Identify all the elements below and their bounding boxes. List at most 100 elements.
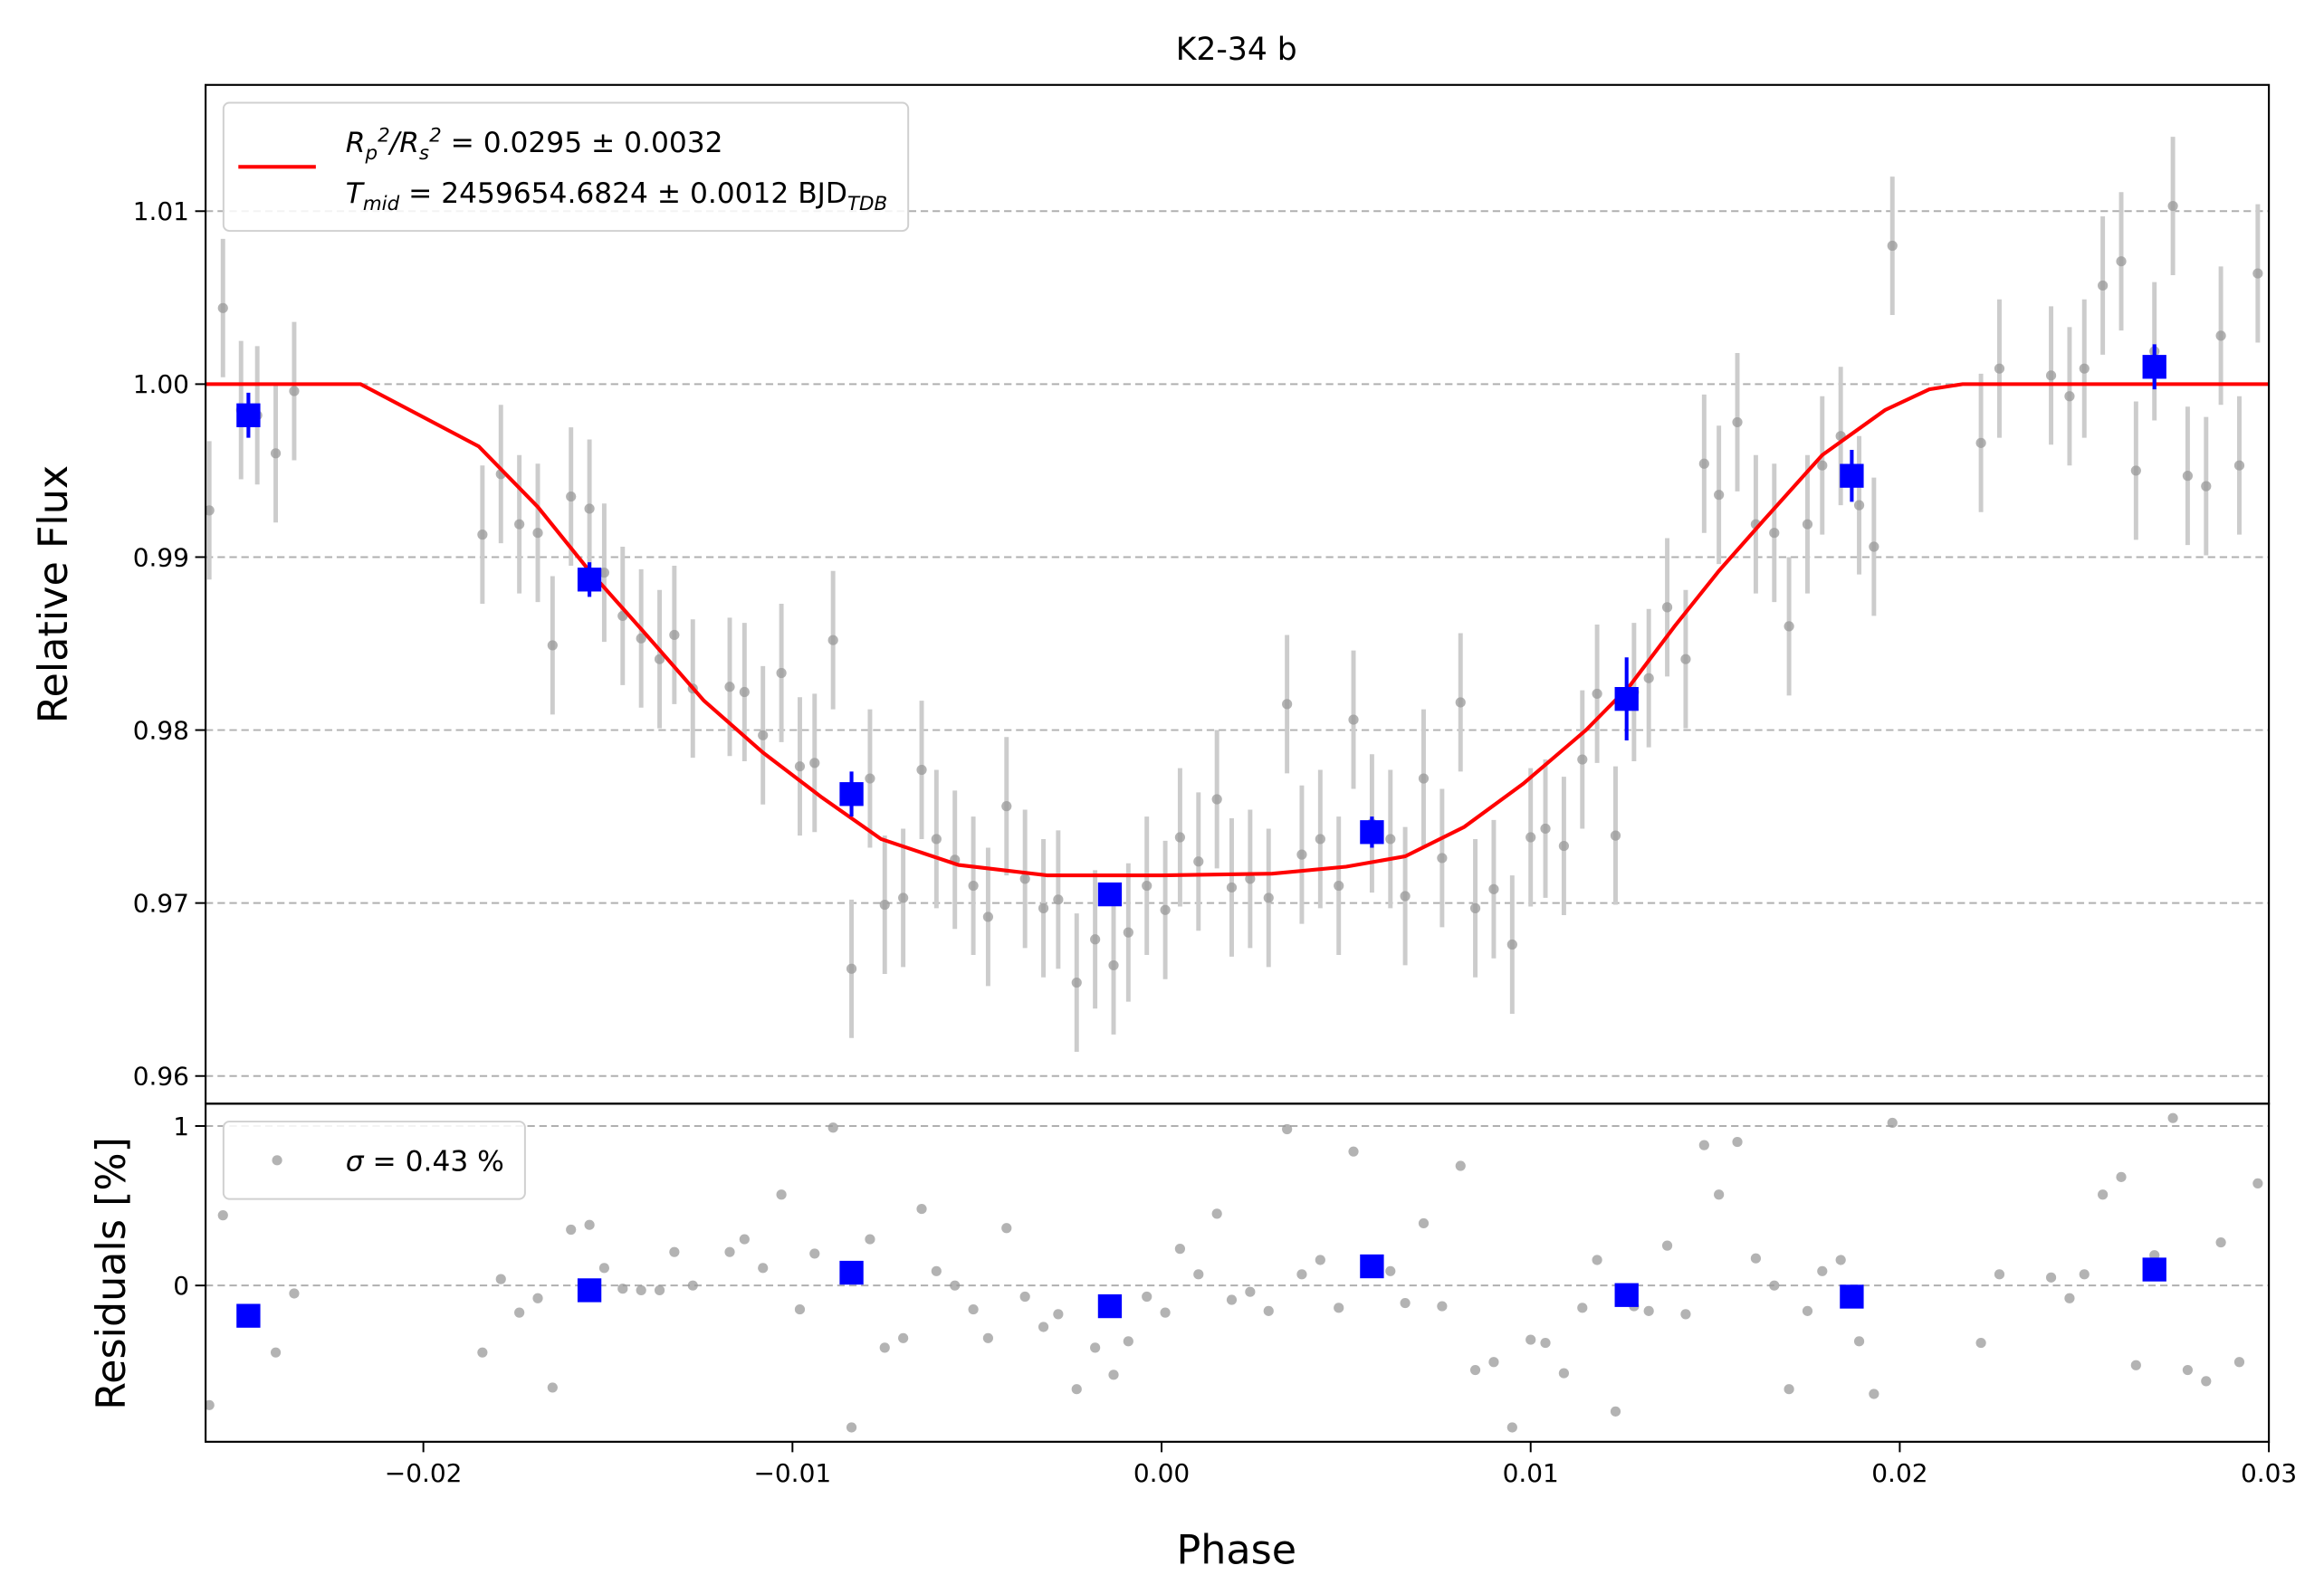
data-point <box>2215 330 2226 341</box>
data-point <box>1853 500 1865 511</box>
data-point <box>1540 823 1551 835</box>
data-point <box>865 1234 875 1245</box>
data-point <box>1315 1255 1325 1265</box>
data-point <box>2079 363 2090 374</box>
binned-point <box>2142 355 2166 379</box>
data-point <box>1090 1342 1101 1353</box>
data-point <box>1680 1309 1691 1320</box>
data-point <box>270 448 282 459</box>
data-point <box>1193 856 1204 867</box>
data-point <box>495 1274 506 1284</box>
axes-frame <box>205 1102 2271 1443</box>
data-point <box>1053 1309 1064 1320</box>
data-point <box>1506 939 1517 950</box>
data-point <box>931 1265 942 1276</box>
data-point <box>1488 1357 1499 1368</box>
data-point <box>1142 880 1152 892</box>
data-point <box>724 682 735 692</box>
data-point <box>1001 801 1012 812</box>
data-point <box>1469 1364 1481 1376</box>
data-point <box>1610 1406 1621 1417</box>
data-point <box>2233 460 2245 471</box>
plot-area <box>206 137 2281 1052</box>
legend-swatch <box>272 1155 282 1166</box>
data-point <box>809 758 820 768</box>
data-point <box>1282 1123 1293 1135</box>
data-point <box>1506 1422 1517 1433</box>
x-tick-label: −0.02 <box>385 1458 463 1488</box>
data-point <box>1348 714 1359 725</box>
data-point <box>1540 1337 1551 1349</box>
y-tick-label: 0.98 <box>133 715 189 745</box>
data-point <box>1558 840 1569 852</box>
data-point <box>1525 832 1536 843</box>
x-tick-label: 0.02 <box>1871 1458 1927 1488</box>
data-point <box>879 1342 890 1353</box>
data-point <box>1071 1384 1082 1395</box>
data-point <box>1469 902 1481 913</box>
data-point <box>1385 834 1396 845</box>
data-point <box>1142 1291 1152 1303</box>
y-tick-label: 1.01 <box>133 196 189 226</box>
data-point <box>846 1422 857 1433</box>
data-point <box>477 530 488 540</box>
binned-point <box>236 1303 261 1328</box>
legend-box <box>222 1121 526 1200</box>
y-tick-label: 0.96 <box>133 1062 189 1092</box>
data-point <box>1835 1255 1846 1265</box>
data-point <box>2233 1357 2245 1368</box>
data-point <box>636 633 646 644</box>
data-point <box>1455 1160 1466 1171</box>
y-axis-label: Residuals [%] <box>89 1137 135 1410</box>
data-point <box>1661 1240 1673 1251</box>
binned-point <box>839 1260 864 1285</box>
data-point <box>1334 1303 1344 1313</box>
legend-box <box>222 101 910 233</box>
data-point <box>289 1288 300 1299</box>
data-point <box>1296 1269 1307 1280</box>
data-point <box>809 1248 820 1259</box>
y-tick-label: 1 <box>173 1112 189 1141</box>
data-point <box>1525 1334 1536 1345</box>
data-point <box>2116 1171 2127 1182</box>
data-point <box>1577 1303 1588 1313</box>
data-point <box>636 1284 646 1296</box>
data-point <box>1643 1305 1654 1316</box>
data-point <box>1437 853 1448 864</box>
data-point <box>1887 1117 1898 1129</box>
data-point <box>794 761 806 772</box>
data-point <box>1263 892 1274 903</box>
data-point <box>2064 1293 2075 1303</box>
data-point <box>1001 1223 1012 1234</box>
data-point <box>2182 1364 2193 1376</box>
data-point <box>1245 1286 1256 1297</box>
data-point <box>1226 1294 1238 1305</box>
data-point <box>1784 621 1794 632</box>
data-point <box>1400 891 1411 902</box>
data-point <box>1975 1337 1986 1349</box>
data-point <box>758 1263 769 1274</box>
data-point <box>514 519 525 530</box>
data-point <box>794 1303 806 1315</box>
data-point <box>1769 1280 1780 1291</box>
data-point <box>1315 834 1325 845</box>
data-point <box>739 686 750 698</box>
data-point <box>1245 873 1256 884</box>
x-axis-label: Phase <box>1176 1528 1296 1574</box>
data-point <box>1750 1253 1761 1264</box>
data-point <box>1869 1389 1879 1399</box>
data-point <box>532 1293 543 1303</box>
data-point <box>758 730 769 740</box>
binned-point <box>1360 1254 1384 1279</box>
data-point <box>669 1246 680 1257</box>
data-point <box>1558 1368 1569 1379</box>
data-point <box>1869 541 1879 552</box>
y-tick-label: 0 <box>173 1271 189 1301</box>
data-point <box>2271 393 2281 403</box>
data-point <box>2130 1360 2141 1370</box>
data-point <box>1334 880 1344 892</box>
data-point <box>776 667 787 679</box>
data-point <box>898 892 909 903</box>
binned-point <box>236 403 261 427</box>
